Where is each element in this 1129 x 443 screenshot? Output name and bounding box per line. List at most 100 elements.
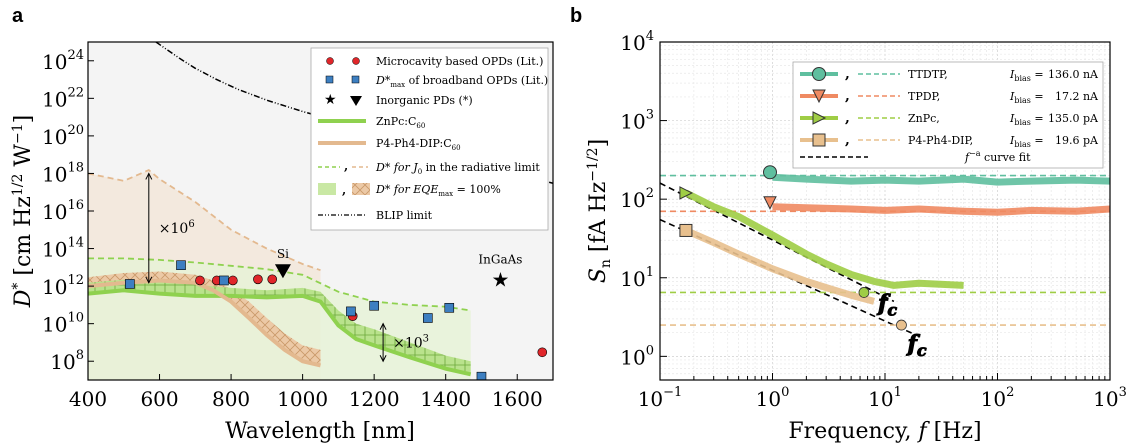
- ytick-label: 104: [620, 29, 654, 55]
- broadband-point: [423, 313, 433, 323]
- inorganic-si-marker: [274, 264, 291, 279]
- annotation-arrowhead-top-0: [145, 172, 153, 180]
- legend-broadband-marker-2: [351, 75, 360, 84]
- legend-star-marker: ★: [324, 92, 337, 108]
- xtick-label: 600: [140, 387, 178, 411]
- panel-b-xlabel: Frequency, f [Hz]: [788, 419, 981, 443]
- legend-znpc-label: ZnPc:C60: [376, 115, 425, 130]
- series-marker-0: [762, 165, 777, 180]
- xtick-label: 1200: [349, 387, 400, 411]
- legend-fit-label: f−a curve fit: [964, 149, 1031, 164]
- microcavity-point: [253, 274, 263, 285]
- broadband-point: [346, 306, 356, 317]
- legend-bias-label-0: Ibias =: [1009, 68, 1044, 83]
- noise-spectrum-3: [684, 227, 876, 305]
- annotation-arrowhead-top-1: [379, 322, 387, 330]
- ytick-label: 1018: [42, 160, 84, 186]
- legend-microcavity-label: Microcavity based OPDs (Lit.): [376, 55, 543, 68]
- annotation-label-1: ×103: [393, 333, 429, 351]
- microcavity-point: [267, 274, 278, 285]
- broadband-point: [176, 260, 186, 270]
- corner-frequency-point-3: [896, 319, 907, 331]
- xtick-label: 103: [1093, 385, 1127, 411]
- ytick-label: 1020: [42, 123, 84, 149]
- panel-a-legend: Microcavity based OPDs (Lit.) D*max of b…: [310, 47, 549, 231]
- legend-bias-value-2: 135.0 pA: [1048, 112, 1099, 125]
- legend-eqe-tan: [352, 183, 370, 195]
- inorganic-ingaas-marker: ★: [491, 268, 509, 292]
- radiative-limit-p4-line: [88, 169, 321, 272]
- broadband-point: [444, 302, 455, 313]
- legend-bias-label-2: Ibias =: [1009, 112, 1044, 127]
- ytick-label: 1014: [42, 236, 84, 262]
- xtick-label: 1000: [277, 387, 328, 411]
- noise-spectrum-0: [772, 173, 1110, 186]
- legend-microcavity-marker-2: [352, 57, 360, 65]
- legend-bias-value-1: 17.2 nA: [1055, 90, 1099, 103]
- legend-comma-1: ,: [344, 159, 348, 173]
- legend-marker-0: [812, 67, 826, 81]
- broadband-point: [369, 300, 379, 311]
- legend-comma-2: ,: [845, 110, 850, 126]
- legend-comma-1: ,: [845, 88, 850, 104]
- legend-marker-1: [812, 89, 826, 104]
- legend-triangle-marker: [350, 96, 362, 106]
- panel-a-ylabel: D* [cm Hz1/2 W−1]: [10, 115, 36, 309]
- legend-inorganic-label: Inorganic PDs (*): [376, 94, 473, 107]
- legend-bias-value-3: 19.6 pA: [1055, 134, 1099, 147]
- ytick-label: 1010: [42, 311, 84, 337]
- legend-bias-value-0: 136.0 nA: [1048, 68, 1099, 81]
- ytick-label: 101: [620, 265, 654, 291]
- xtick-label: 100: [756, 385, 790, 411]
- xtick-label: 10−1: [638, 385, 683, 411]
- ytick-label: 108: [50, 348, 84, 374]
- ytick-label: 1012: [42, 273, 84, 299]
- broadband-point: [476, 371, 487, 380]
- xtick-label: 102: [981, 385, 1015, 411]
- legend-bias-label-1: Ibias =: [1009, 90, 1044, 105]
- legend-series-name-1: TPDP,: [908, 90, 940, 103]
- panel-a-label: a: [12, 5, 24, 27]
- legend-series-name-3: P4-Ph4-DIP,: [908, 134, 973, 147]
- inorganic-si-label: Si: [277, 247, 289, 261]
- annotation-label-0: ×106: [159, 219, 195, 237]
- broadband-point: [219, 275, 229, 286]
- panel-a-chart: Si★InGaAs ×106×103 400 600 800 1000 1200 1400…: [10, 41, 554, 443]
- legend-eqe-label: D* for EQEmax = 100%: [375, 183, 501, 198]
- microcavity-point: [537, 347, 548, 358]
- xtick-label: 101: [868, 385, 902, 411]
- legend-eqe-green: [318, 183, 336, 195]
- legend-radiative-label: D* for J0 in the radiative limit: [375, 161, 540, 176]
- legend-marker-3: [812, 133, 826, 147]
- series-marker-3: [679, 223, 693, 237]
- panel-b-legend: , TTDTP, Ibias = 136.0 nA, TPDP, Ibias = 17.…: [792, 61, 1104, 169]
- series-marker-1: [763, 196, 777, 210]
- panel-a-xlabel: Wavelength [nm]: [225, 419, 415, 443]
- znpc-curve: [88, 288, 472, 377]
- noise-spectrum-1: [772, 203, 1110, 216]
- microcavity-point: [228, 275, 238, 286]
- legend-comma-2: ,: [342, 183, 346, 197]
- ytick-label: 100: [620, 343, 654, 369]
- ytick-label: 1024: [42, 48, 84, 74]
- legend-comma-3: ,: [845, 132, 850, 148]
- ytick-label: 1016: [42, 198, 84, 224]
- inorganic-ingaas-label: InGaAs: [478, 253, 522, 267]
- ytick-label: 103: [620, 108, 654, 134]
- microcavity-point: [195, 275, 205, 286]
- legend-series-name-2: ZnPc,: [908, 112, 940, 125]
- legend-series-name-0: TTDTP,: [908, 68, 948, 81]
- legend-broadband-label: D*max of broadband OPDs (Lit.): [375, 74, 548, 89]
- legend-bias-label-3: Ibias =: [1009, 134, 1044, 149]
- legend-broadband-marker: [325, 75, 334, 84]
- panel-b-label: b: [570, 5, 582, 27]
- noise-spectrum-2: [684, 189, 964, 289]
- annotation-arrowhead-bottom-0: [145, 276, 153, 284]
- legend-p4-label: P4-Ph4-DIP:C60: [376, 137, 461, 152]
- broadband-point: [125, 279, 135, 289]
- xtick-label: 400: [69, 387, 107, 411]
- ytick-label: 102: [620, 186, 654, 212]
- ytick-label: 1022: [42, 85, 84, 111]
